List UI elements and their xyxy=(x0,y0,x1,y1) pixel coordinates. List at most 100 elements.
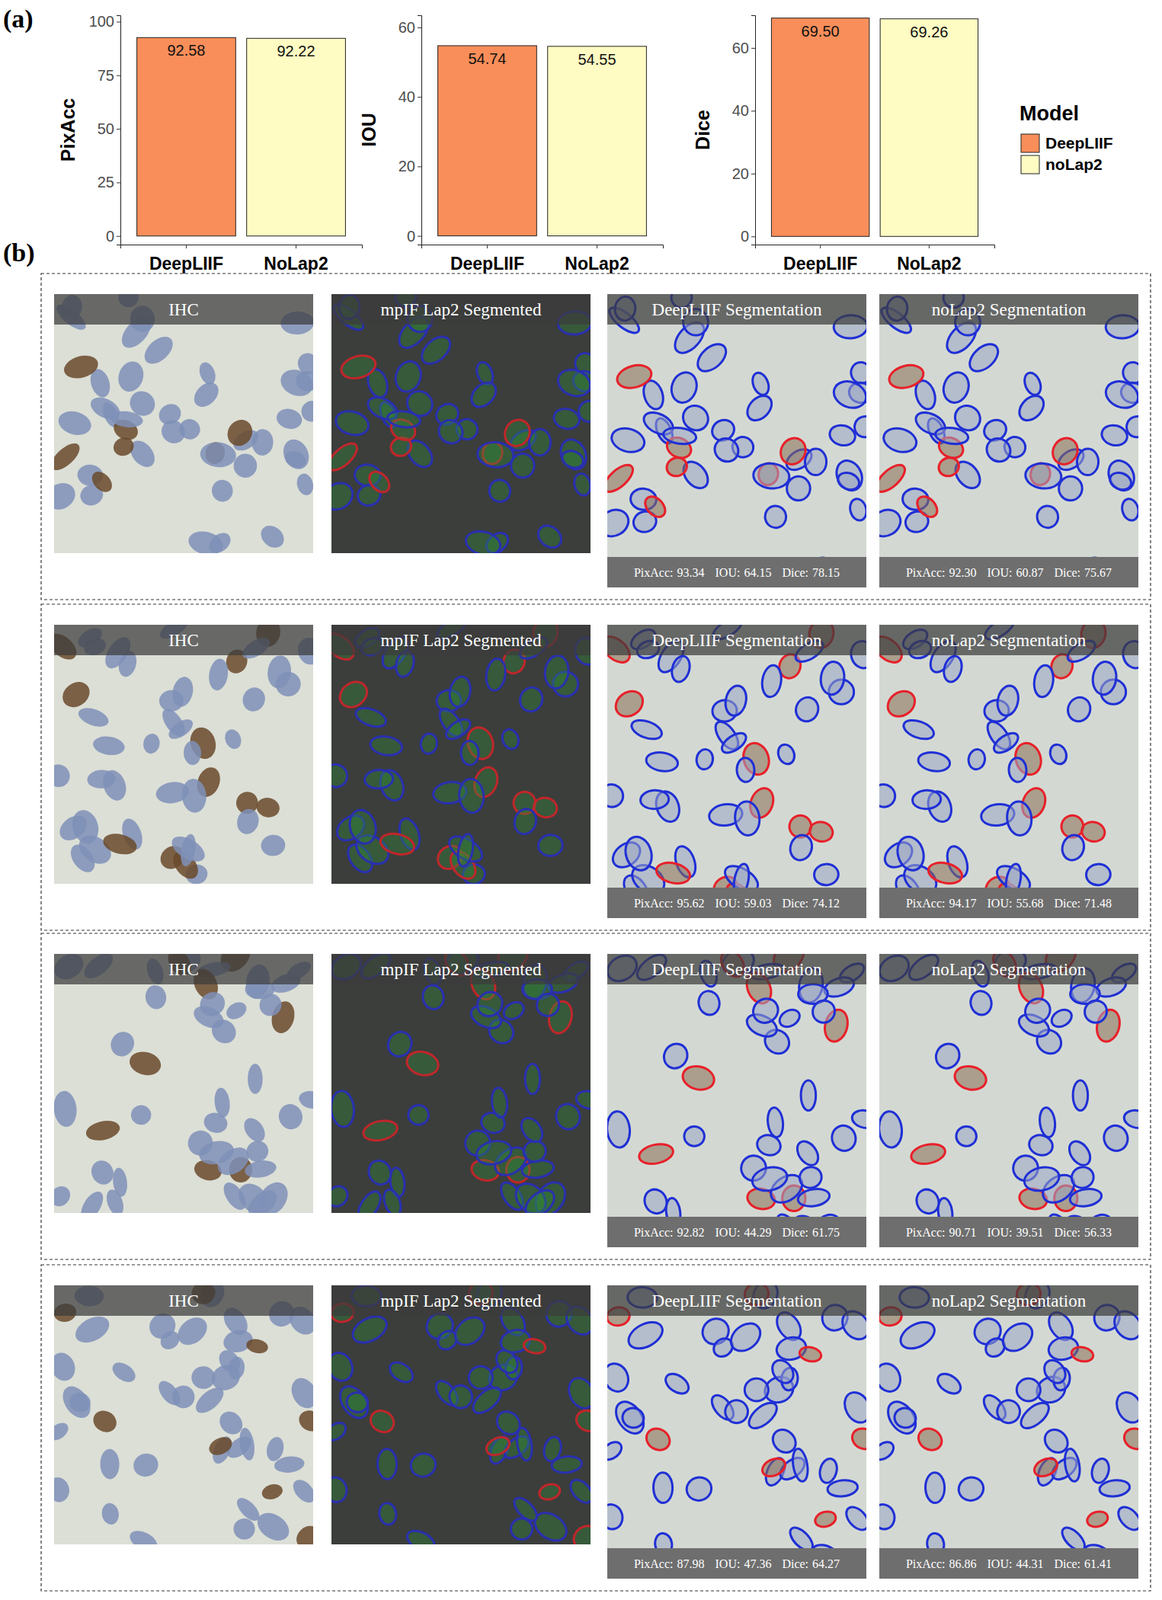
metric-label: PixAcc: xyxy=(633,566,674,580)
nucleus xyxy=(108,1358,139,1387)
nucleus xyxy=(804,448,827,476)
header-band xyxy=(54,1285,314,1316)
axis-line xyxy=(417,16,423,246)
axis-title: PixAcc xyxy=(57,98,79,162)
nucleus xyxy=(331,1475,350,1505)
bar xyxy=(246,38,346,236)
nucleus xyxy=(214,1407,247,1440)
row-frame xyxy=(41,604,1151,931)
tick: 60 xyxy=(398,19,422,36)
nucleus xyxy=(966,748,986,771)
nucleus xyxy=(537,1482,562,1502)
nucleus xyxy=(487,477,513,503)
image-panel: noLap2 SegmentationPixAcc:86.86IOU:44.31… xyxy=(869,1277,1151,1590)
nucleus xyxy=(614,361,655,392)
nucleus xyxy=(939,368,973,406)
nucleus xyxy=(553,364,591,401)
nucleus xyxy=(644,750,679,774)
image-panel: mpIF Lap2 Segmented xyxy=(320,613,602,887)
nucleus xyxy=(281,448,308,471)
nucleus xyxy=(532,989,564,1021)
nucleus xyxy=(1080,995,1112,1028)
row-frame xyxy=(41,273,1151,600)
nucleus xyxy=(817,1456,840,1486)
metric-value: 55.68 xyxy=(1015,896,1044,910)
nucleus xyxy=(255,989,287,1021)
nucleus xyxy=(611,685,648,722)
nucleus xyxy=(1120,496,1139,522)
nucleus xyxy=(667,368,701,406)
metric-label: IOU: xyxy=(715,566,741,580)
metric-value: 92.30 xyxy=(949,566,977,580)
metrics-band xyxy=(879,887,1139,919)
nucleus xyxy=(54,1419,72,1444)
nucleus xyxy=(86,768,117,790)
header-band xyxy=(607,294,867,325)
nucleus xyxy=(1085,1509,1110,1530)
nucleus xyxy=(692,339,731,377)
nucleus xyxy=(473,1137,514,1168)
nucleus xyxy=(776,1006,803,1031)
nucleus xyxy=(169,675,196,709)
nucleus xyxy=(191,1366,216,1390)
nucleus xyxy=(964,339,1003,377)
nucleus xyxy=(654,859,693,887)
x-axis: DeepLIIFNoLap2 xyxy=(121,244,363,274)
nucleus xyxy=(67,1390,93,1415)
nucleus xyxy=(1111,1388,1139,1428)
image-panel: noLap2 SegmentationPixAcc:94.17IOU:55.68… xyxy=(867,613,1150,919)
metrics: PixAcc:94.17IOU:55.68Dice:71.48 xyxy=(905,896,1112,910)
image-panel: mpIF Lap2 Segmented xyxy=(323,934,604,1225)
nucleus xyxy=(391,358,425,395)
metric-label: IOU: xyxy=(987,566,1013,580)
bars xyxy=(137,37,346,236)
metric-label: Dice: xyxy=(781,1557,809,1571)
nucleus xyxy=(610,1396,650,1439)
metrics-band xyxy=(607,1216,867,1248)
nucleus xyxy=(196,1137,237,1168)
nucleus xyxy=(377,1448,397,1479)
image-panel: DeepLIIF SegmentationPixAcc:95.62IOU:59.… xyxy=(595,613,878,919)
legend-key xyxy=(1021,155,1040,174)
metrics-band xyxy=(879,1216,1139,1248)
nucleus xyxy=(407,1450,439,1480)
nucleus xyxy=(914,1424,946,1455)
nucleus xyxy=(880,424,919,456)
image-panel: noLap2 SegmentationPixAcc:90.71IOU:39.51… xyxy=(870,934,1152,1258)
nucleus xyxy=(798,1345,823,1364)
nucleus xyxy=(55,407,94,439)
nucleus xyxy=(419,732,439,755)
panel-title: noLap2 Segmentation xyxy=(931,960,1087,980)
image-background xyxy=(331,1285,591,1545)
metric-label: PixAcc: xyxy=(905,1226,946,1239)
tick-mark xyxy=(417,27,422,29)
nucleus xyxy=(640,1185,671,1217)
image xyxy=(879,953,1139,1248)
nucleus xyxy=(640,789,670,810)
nucleus xyxy=(275,1101,306,1134)
nucleus xyxy=(295,1407,314,1436)
nucleus xyxy=(725,1318,766,1358)
tick-label: 60 xyxy=(732,39,750,57)
nucleus xyxy=(541,1435,564,1464)
nucleus xyxy=(718,729,750,757)
metric-label: PixAcc: xyxy=(633,896,674,910)
nucleus xyxy=(669,653,693,684)
nucleus xyxy=(1076,448,1099,476)
nucleus xyxy=(1021,1164,1062,1195)
chart: 92.5892.220255075100DeepLIIFNoLap2PixAcc xyxy=(57,12,363,274)
nucleus xyxy=(1099,422,1130,449)
nucleus xyxy=(126,1526,161,1545)
image-background xyxy=(879,953,1139,1248)
nucleus xyxy=(178,832,199,868)
nucleus xyxy=(457,777,486,814)
metric-value: 44.31 xyxy=(1015,1557,1044,1571)
nucleus xyxy=(574,1088,591,1111)
nucleus xyxy=(552,1101,583,1134)
legend-key xyxy=(1021,134,1040,153)
axis-line xyxy=(121,245,363,250)
legend-label: DeepLIIF xyxy=(1045,134,1114,152)
image-panel: DeepLIIF SegmentationPixAcc:87.98IOU:47.… xyxy=(597,1277,879,1590)
metric-label: Dice: xyxy=(781,566,809,580)
nucleus xyxy=(832,456,867,495)
